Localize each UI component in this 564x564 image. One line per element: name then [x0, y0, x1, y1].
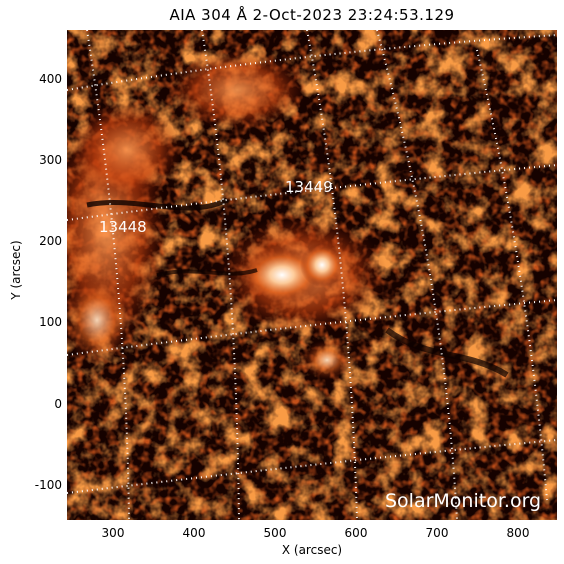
latitude-line	[67, 439, 557, 494]
y-tick-label: 300	[39, 153, 62, 167]
lower-bright-patch	[302, 340, 352, 380]
y-tick-label: 0	[54, 397, 62, 411]
solar-image: 13449 13448 SolarMonitor.org	[67, 30, 557, 520]
y-tick-label: 100	[39, 315, 62, 329]
region-label-13449: 13449	[285, 178, 333, 196]
upper-plage	[167, 50, 307, 130]
heliographic-grid	[67, 30, 557, 520]
dark-filament	[385, 327, 509, 378]
x-axis-label: X (arcsec)	[281, 543, 343, 557]
y-tick-label: 200	[39, 234, 62, 248]
y-axis-label: Y (arcsec)	[9, 240, 23, 300]
latitude-line	[67, 164, 557, 221]
credit-watermark: SolarMonitor.org	[385, 490, 541, 512]
dark-filament	[86, 197, 229, 211]
figure-title: AIA 304 Å 2-Oct-2023 23:24:53.129	[169, 6, 455, 24]
x-tick-label: 300	[101, 526, 125, 540]
upper-left-plage	[72, 100, 182, 200]
region-label-13448: 13448	[99, 218, 147, 236]
x-tick-label: 800	[506, 526, 530, 540]
left-bright-patch	[67, 275, 132, 365]
active-region-core-2	[300, 243, 344, 287]
latitude-line	[67, 299, 557, 356]
x-tick-label: 500	[263, 526, 287, 540]
longitude-line	[476, 49, 548, 501]
y-tick-label: -100	[34, 478, 62, 492]
x-tick-label: 700	[425, 526, 449, 540]
solar-image-panel: 13449 13448 SolarMonitor.org	[67, 30, 557, 520]
x-tick-label: 600	[344, 526, 368, 540]
y-tick-label: 400	[39, 72, 62, 86]
x-tick-label: 400	[182, 526, 206, 540]
latitude-line	[67, 34, 557, 91]
dark-filament	[156, 268, 258, 277]
